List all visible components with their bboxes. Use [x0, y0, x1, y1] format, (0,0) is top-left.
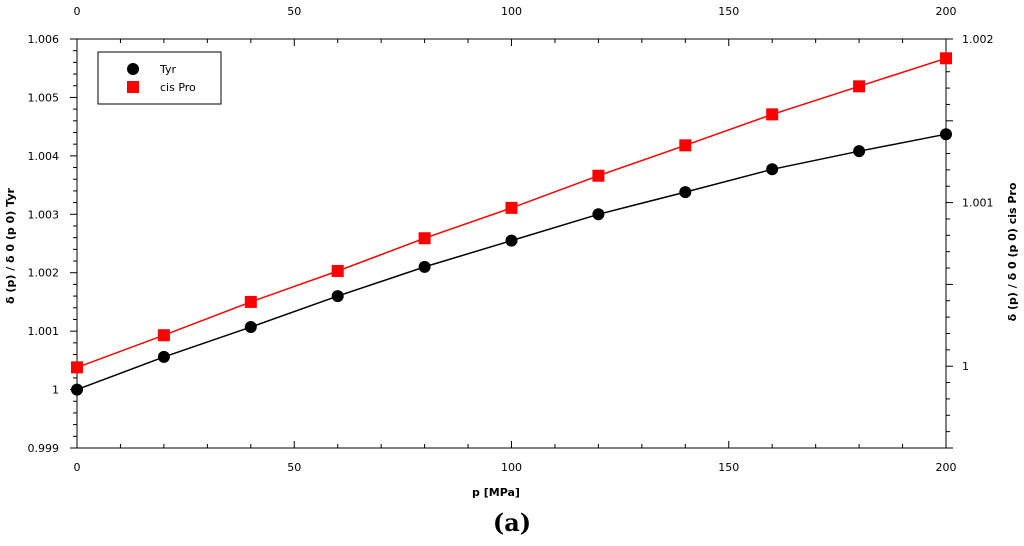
legend-marker-cis-pro [127, 81, 139, 93]
data-point-tyr [331, 290, 344, 303]
y-axis-title-right: δ (p) / δ 0 (p 0) cis Pro [1006, 182, 1019, 321]
y-left-tick-label: 1.005 [28, 91, 60, 104]
legend-marker-tyr [127, 63, 139, 75]
x-tick-label-bottom: 200 [936, 461, 957, 474]
x-tick-label-top: 150 [718, 5, 739, 18]
series-lines [76, 57, 947, 391]
x-tick-label-top: 100 [501, 5, 522, 18]
x-tick-label-bottom: 100 [501, 461, 522, 474]
data-point-cis-pro [331, 264, 344, 277]
y-axis-title-left: δ (p) / δ 0 (p 0) Tyr [4, 187, 17, 303]
y-left-tick-label: 0.999 [28, 442, 60, 455]
x-axis-title: p [MPa] [472, 486, 520, 499]
y-left-tick-label: 1 [52, 384, 59, 397]
data-point-tyr [244, 321, 257, 334]
y-right-tick-label: 1.001 [962, 197, 994, 210]
x-tick-label-bottom: 150 [718, 461, 739, 474]
data-point-cis-pro [766, 108, 779, 121]
series-line-tyr [76, 133, 947, 391]
axis-ticks [70, 38, 953, 449]
data-point-tyr [940, 128, 952, 141]
data-point-tyr [157, 350, 170, 363]
data-point-tyr [418, 260, 431, 273]
y-right-tick-label: 1.002 [962, 33, 994, 46]
data-point-tyr [679, 186, 692, 199]
data-point-cis-pro [418, 232, 431, 245]
data-point-tyr [71, 383, 83, 396]
data-point-cis-pro [505, 201, 518, 214]
figure-caption: (a) [492, 508, 532, 537]
data-point-cis-pro [940, 52, 952, 65]
data-point-cis-pro [157, 329, 170, 342]
data-point-cis-pro [592, 169, 605, 182]
data-markers [71, 52, 952, 396]
legend-box [97, 51, 222, 105]
legend: Tyr cis Pro [97, 51, 222, 105]
legend-label-tyr: Tyr [159, 63, 177, 76]
y-left-tick-label: 1.004 [28, 150, 60, 163]
x-tick-label-bottom: 50 [287, 461, 301, 474]
y-left-tick-label: 1.001 [28, 325, 60, 338]
x-tick-label-top: 0 [74, 5, 81, 18]
data-point-tyr [505, 234, 518, 247]
data-point-cis-pro [71, 361, 83, 374]
y-right-tick-label: 1 [962, 360, 969, 373]
data-point-tyr [766, 163, 779, 176]
x-tick-label-bottom: 0 [74, 461, 81, 474]
y-left-tick-label: 1.002 [28, 267, 60, 280]
data-point-cis-pro [244, 295, 257, 308]
x-tick-label-top: 50 [287, 5, 301, 18]
y-left-tick-label: 1.006 [28, 33, 60, 46]
data-point-tyr [592, 208, 605, 221]
data-point-tyr [853, 145, 866, 158]
y-left-tick-label: 1.003 [28, 208, 60, 221]
x-tick-label-top: 200 [936, 5, 957, 18]
legend-label-cis-pro: cis Pro [160, 81, 196, 94]
chart: 0 0 50 50 100 100 150 150 200 200 0.999 1 1.001 1.002… [4, 5, 1019, 499]
tick-labels: 0 0 50 50 100 100 150 150 200 200 0.999 1 1.001 1.002… [28, 5, 994, 474]
data-point-cis-pro [853, 80, 866, 93]
data-point-cis-pro [679, 139, 692, 152]
